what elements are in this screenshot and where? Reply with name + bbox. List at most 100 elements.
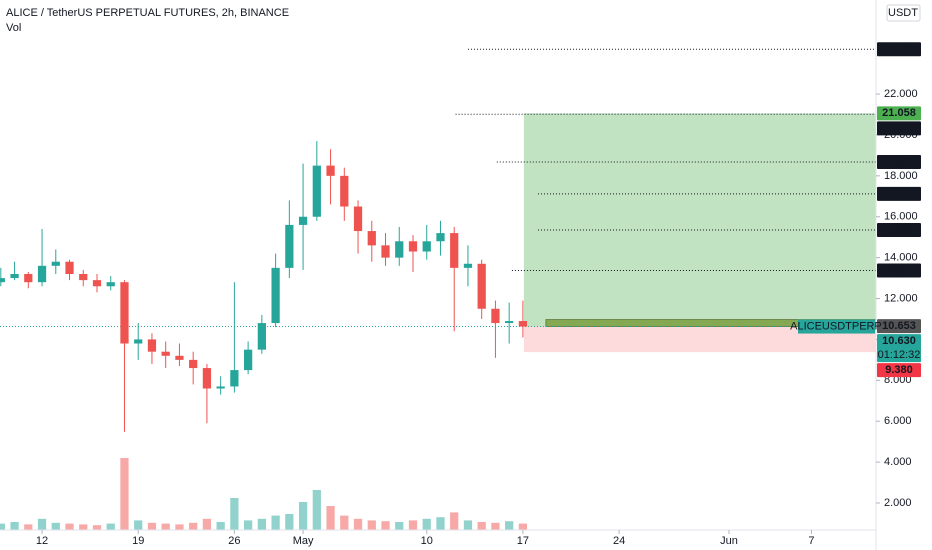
volume-bar: [271, 515, 280, 530]
x-tick-label: May: [293, 535, 314, 547]
candle-body: [202, 368, 212, 389]
volume-bar: [51, 522, 60, 530]
candle-body: [477, 263, 486, 309]
candle-body: [381, 245, 390, 258]
volume-bar: [0, 523, 5, 530]
volume-bar: [436, 517, 445, 530]
price-label: 9.380: [885, 364, 913, 376]
currency-button[interactable]: [886, 4, 921, 22]
candle-body: [257, 323, 266, 350]
volume-bar: [367, 520, 376, 530]
candle-body: [65, 261, 74, 274]
volume-bar: [312, 490, 321, 530]
volume-bar: [491, 522, 500, 530]
price-label-box: [877, 186, 921, 201]
volume-bar: [340, 515, 349, 530]
candle-body: [353, 206, 363, 232]
volume-bar: [230, 498, 239, 530]
y-tick-label: 6.000: [884, 415, 912, 427]
volume-bar: [134, 520, 143, 530]
plot-area: [0, 48, 877, 530]
price-label-box: [877, 222, 921, 237]
candle-body: [189, 359, 198, 369]
candle-body: [92, 280, 102, 287]
candle-body: [271, 267, 280, 324]
volume-bar: [175, 524, 184, 530]
candle-body: [244, 349, 253, 371]
x-tick-label: Jun: [720, 535, 738, 547]
price-label: 10.630: [882, 335, 916, 347]
candle-body: [37, 265, 47, 283]
candle-body: [326, 165, 335, 176]
candle-body: [216, 386, 225, 389]
x-tick-label: 19: [132, 535, 144, 547]
y-tick-label: 2.000: [884, 497, 912, 509]
price-label-box: [877, 106, 921, 121]
volume-bar: [79, 524, 88, 530]
volume-label: Vol: [6, 22, 21, 34]
candle-body: [24, 273, 33, 283]
currency-label[interactable]: USDT: [888, 7, 918, 19]
candle-body: [395, 241, 404, 258]
volume-bar: [161, 523, 170, 530]
candle-body: [147, 339, 157, 352]
volume-bar: [381, 521, 390, 530]
symbol-label-box: [798, 319, 875, 334]
volume-bar: [422, 518, 431, 530]
volume-bar: [189, 522, 198, 530]
volume-bar: [518, 523, 528, 530]
volume-bar: [326, 506, 335, 530]
candle-body: [161, 351, 170, 356]
candle-body: [312, 165, 321, 217]
y-tick-label: 8.000: [884, 374, 912, 386]
price-label-box: [877, 42, 921, 57]
volume-bar: [395, 522, 404, 530]
price-label-box: [877, 263, 921, 278]
volume-bar: [147, 522, 157, 530]
x-tick-label: 10: [421, 535, 433, 547]
volume-bar: [202, 518, 212, 530]
y-tick-label: 16.000: [884, 211, 918, 223]
y-tick-label: 14.000: [884, 252, 918, 264]
volume-bar: [10, 522, 19, 530]
candle-body: [518, 321, 528, 327]
x-tick-label: 7: [808, 535, 814, 547]
candle-body: [463, 263, 473, 268]
candle-body: [285, 224, 294, 268]
volume-bar: [65, 523, 74, 530]
x-tick-label: 12: [36, 535, 48, 547]
x-tick-label: 26: [228, 535, 240, 547]
price-label-box: [877, 334, 921, 363]
price-label: 15.352: [882, 224, 916, 236]
volume-bar: [450, 512, 459, 530]
price-label-box: [877, 155, 921, 170]
price-label: 13.372: [882, 264, 916, 276]
candle-body: [505, 321, 514, 324]
price-label-box: [877, 363, 921, 378]
volume-bar: [285, 514, 294, 530]
y-tick-label: 22.000: [884, 88, 918, 100]
candle-body: [79, 273, 88, 281]
volume-bar: [106, 523, 115, 530]
volume-bar: [505, 521, 514, 530]
candle-body: [298, 216, 308, 225]
symbol-label: ALICEUSDTPERP: [790, 320, 882, 332]
chart-title: ALICE / TetherUS PERPETUAL FUTURES, 2h, …: [6, 7, 289, 19]
candle-body: [134, 339, 143, 344]
volume-bar: [463, 520, 473, 530]
candle-body: [175, 355, 184, 360]
countdown: 01:12:32: [878, 349, 921, 361]
price-label-box: [877, 121, 921, 136]
volume-bar: [298, 502, 308, 530]
candle-body: [491, 308, 500, 324]
y-tick-label: 4.000: [884, 456, 912, 468]
price-label: 21.011: [882, 122, 915, 134]
candle-body: [230, 370, 239, 387]
x-tick-label: 17: [517, 535, 529, 547]
price-label: 24.194: [882, 43, 917, 55]
volume-bar: [408, 520, 418, 530]
volume-bar: [353, 518, 363, 530]
price-label: 18.677: [882, 156, 916, 168]
